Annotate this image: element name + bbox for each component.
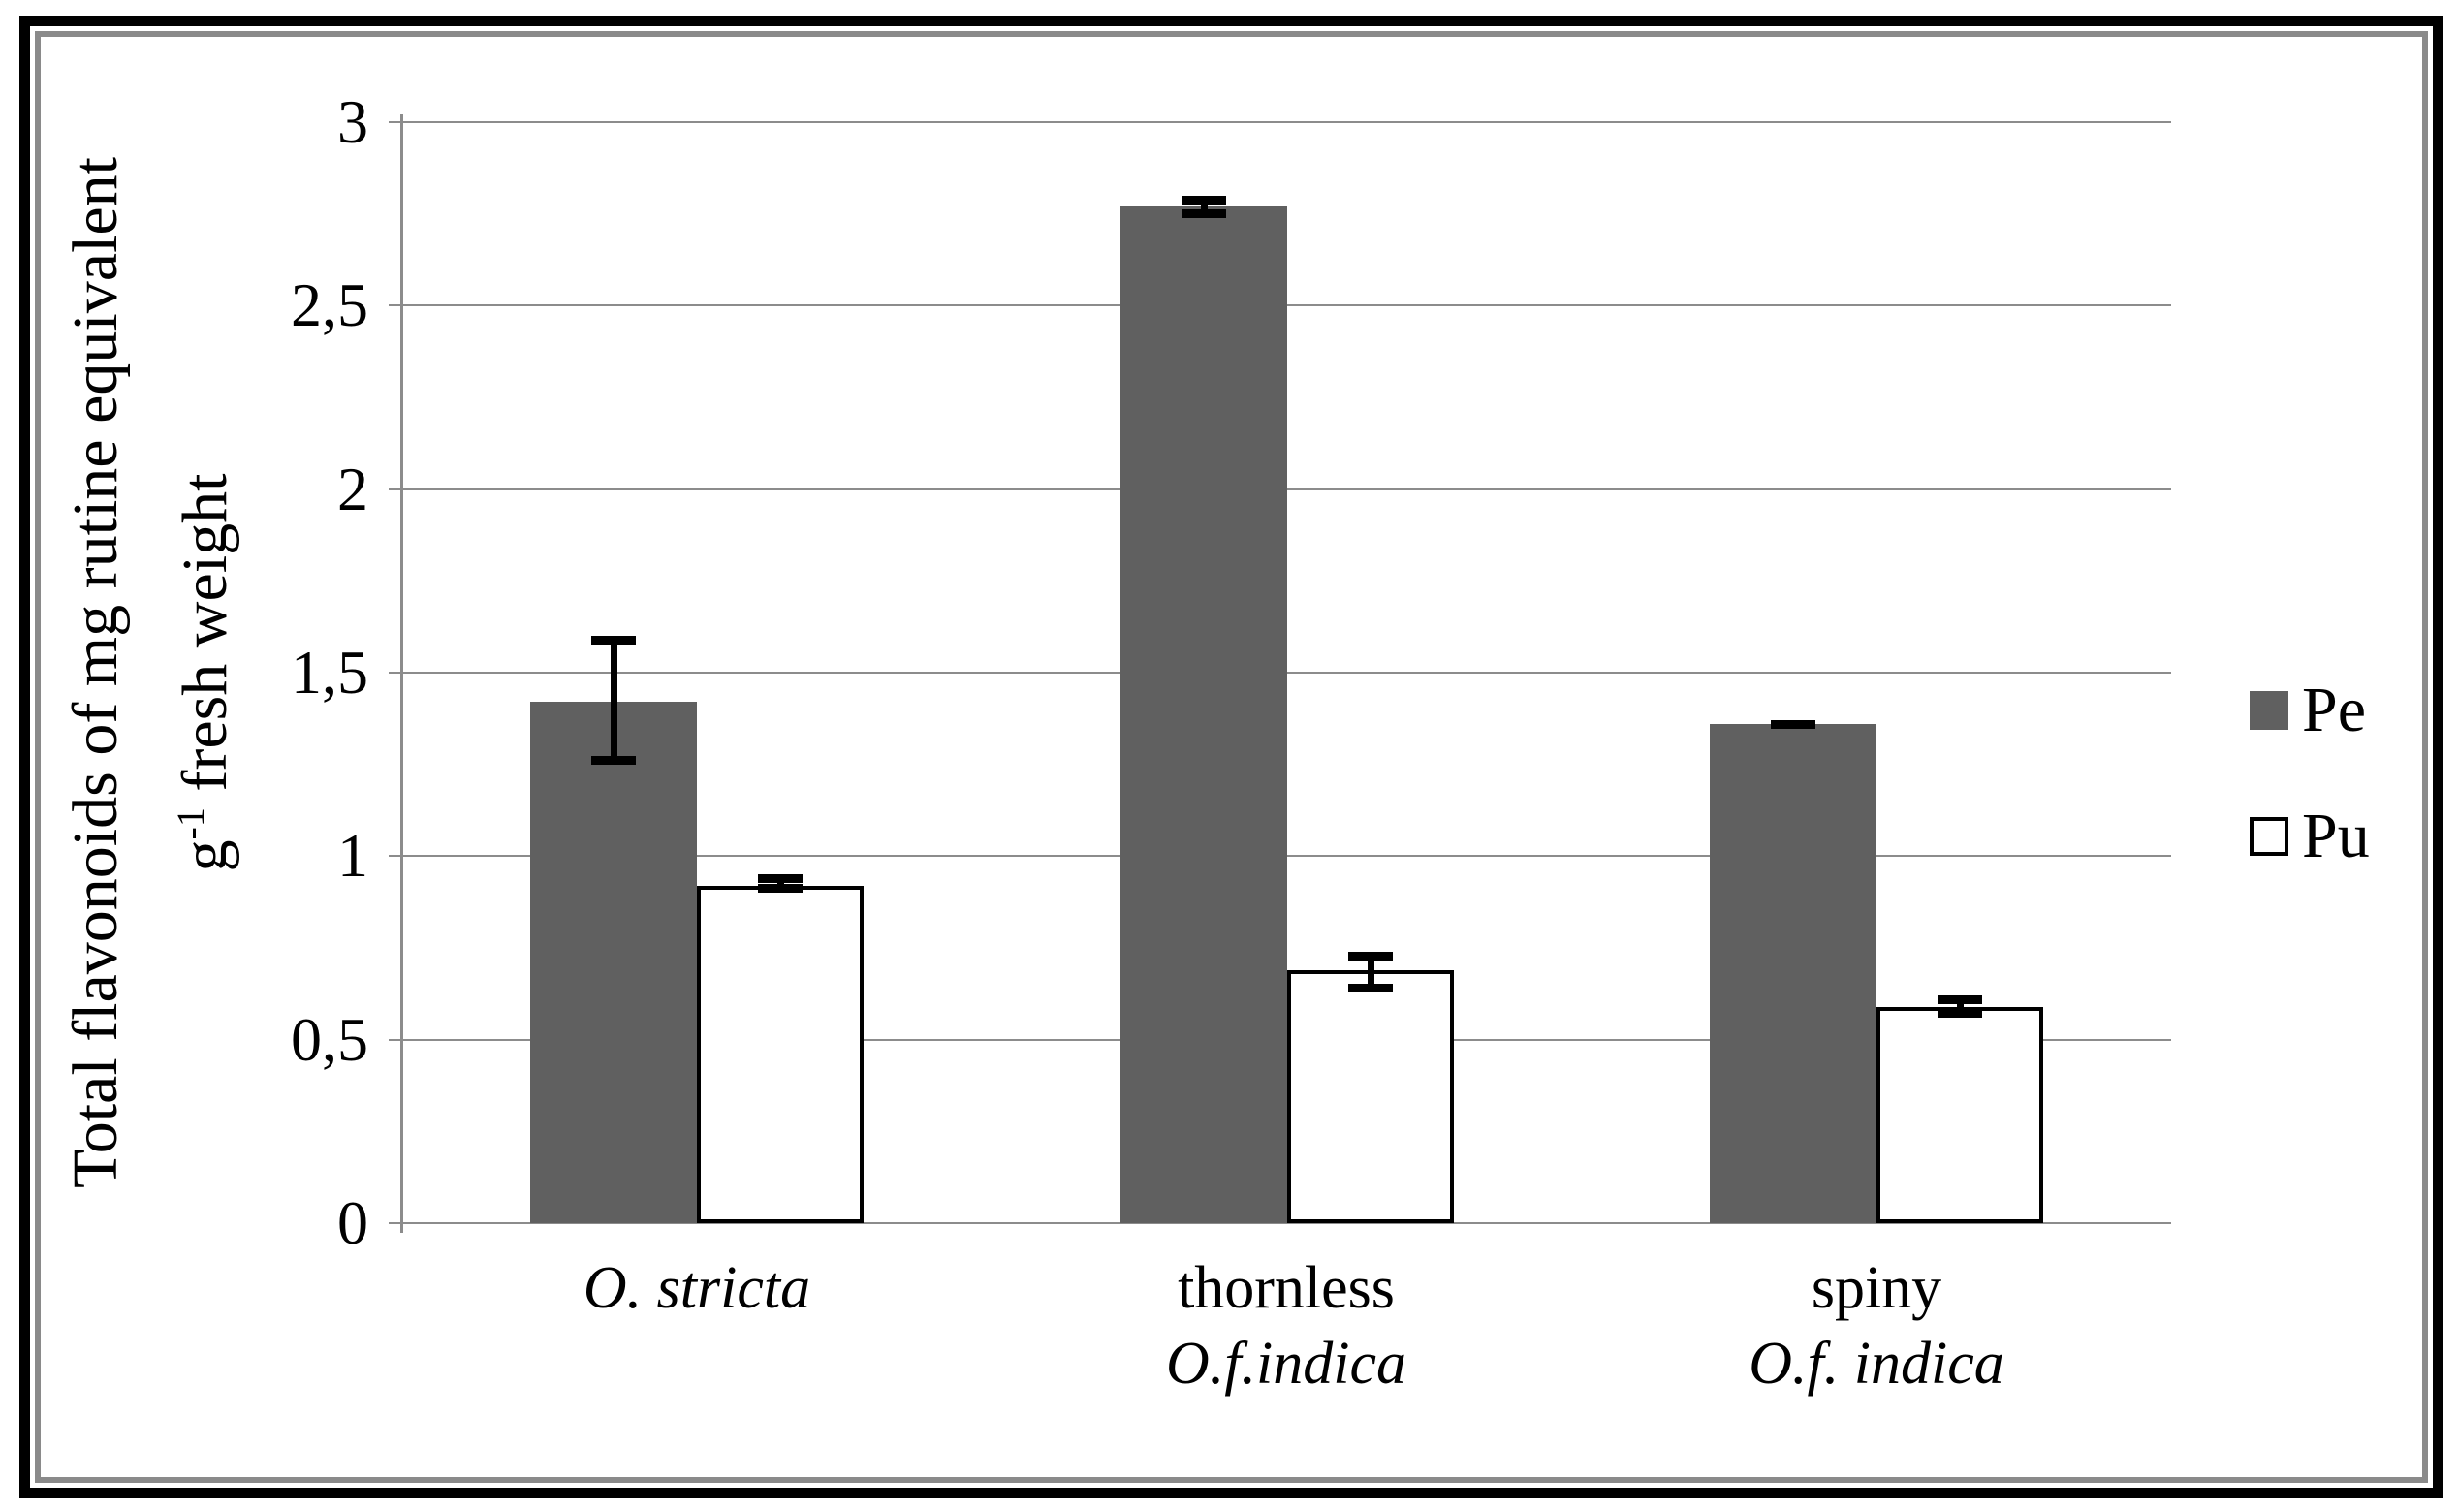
category-label-1: O. stricta — [402, 1250, 992, 1326]
error-bar-cap-top — [1182, 196, 1226, 205]
legend-label-pu: Pu — [2302, 801, 2370, 871]
category-label-line2: O.f.indica — [1166, 1331, 1406, 1397]
error-bar-cap-bottom — [591, 756, 636, 765]
plot-area: 0 0,5 1 1,5 2 2,5 3 O. stricta thornless O.f.indi… — [291, 90, 2171, 1397]
error-bar-stem — [1956, 995, 1964, 1018]
y-tick-label: 1 — [337, 821, 368, 890]
bar-pu-3 — [1876, 1007, 2043, 1223]
error-bar — [1348, 952, 1393, 992]
error-bar-cap-top — [758, 874, 803, 883]
error-bar-cap-bottom — [758, 884, 803, 893]
error-bar-cap-top — [1348, 952, 1393, 961]
category-label-3: spiny O.f. indica — [1582, 1250, 2171, 1402]
error-bar — [591, 636, 636, 765]
error-bar-cap-bottom — [1182, 209, 1226, 218]
bar-pu-2 — [1287, 970, 1454, 1223]
y-tick-label: 2,5 — [291, 270, 368, 339]
error-bar-cap-bottom — [1348, 984, 1393, 992]
error-bar-stem — [1200, 196, 1208, 218]
error-bar — [1938, 995, 1982, 1018]
y-tick-label: 1,5 — [291, 638, 368, 707]
y-tick-label: 2 — [337, 455, 368, 523]
gridline — [402, 121, 2171, 123]
legend-swatch-pu-icon — [2250, 817, 2288, 856]
error-bar-cap-bottom — [1938, 1009, 1982, 1018]
error-bar-stem — [776, 874, 784, 893]
error-bar — [1182, 196, 1226, 218]
error-bar-stem — [610, 636, 617, 765]
y-tick-label: 3 — [337, 87, 368, 156]
category-label-line2: O.f. indica — [1749, 1331, 2004, 1397]
error-bar-cap-top — [591, 636, 636, 645]
error-bar — [758, 874, 803, 893]
legend-label-pe: Pe — [2302, 675, 2366, 745]
y-axis-title-line1: Total flavonoids of mg rutine equivalent — [60, 157, 131, 1188]
gridline — [402, 1222, 2171, 1224]
bar-pe-1 — [530, 702, 697, 1223]
y-tick-label: 0,5 — [291, 1005, 368, 1074]
category-label-2: thornless O.f.indica — [992, 1250, 1581, 1402]
legend-item-pu: Pu — [2250, 804, 2370, 868]
bar-pe-3 — [1710, 724, 1876, 1223]
category-label-line1: thornless — [1178, 1255, 1395, 1321]
legend: Pe Pu — [2250, 678, 2370, 868]
error-bar-cap-top — [1938, 995, 1982, 1004]
bar-pe-2 — [1120, 206, 1287, 1223]
y-axis-line — [400, 114, 403, 1233]
category-label-line1: spiny — [1811, 1255, 1942, 1321]
bar-pu-1 — [697, 886, 864, 1223]
error-bar — [1771, 720, 1815, 729]
legend-item-pe: Pe — [2250, 678, 2370, 742]
y-tick-label: 0 — [337, 1188, 368, 1257]
category-label-line1: O. stricta — [583, 1255, 811, 1321]
legend-swatch-pe-icon — [2250, 691, 2288, 730]
error-bar-cap-bottom — [1771, 720, 1815, 729]
error-bar-stem — [1367, 952, 1374, 992]
